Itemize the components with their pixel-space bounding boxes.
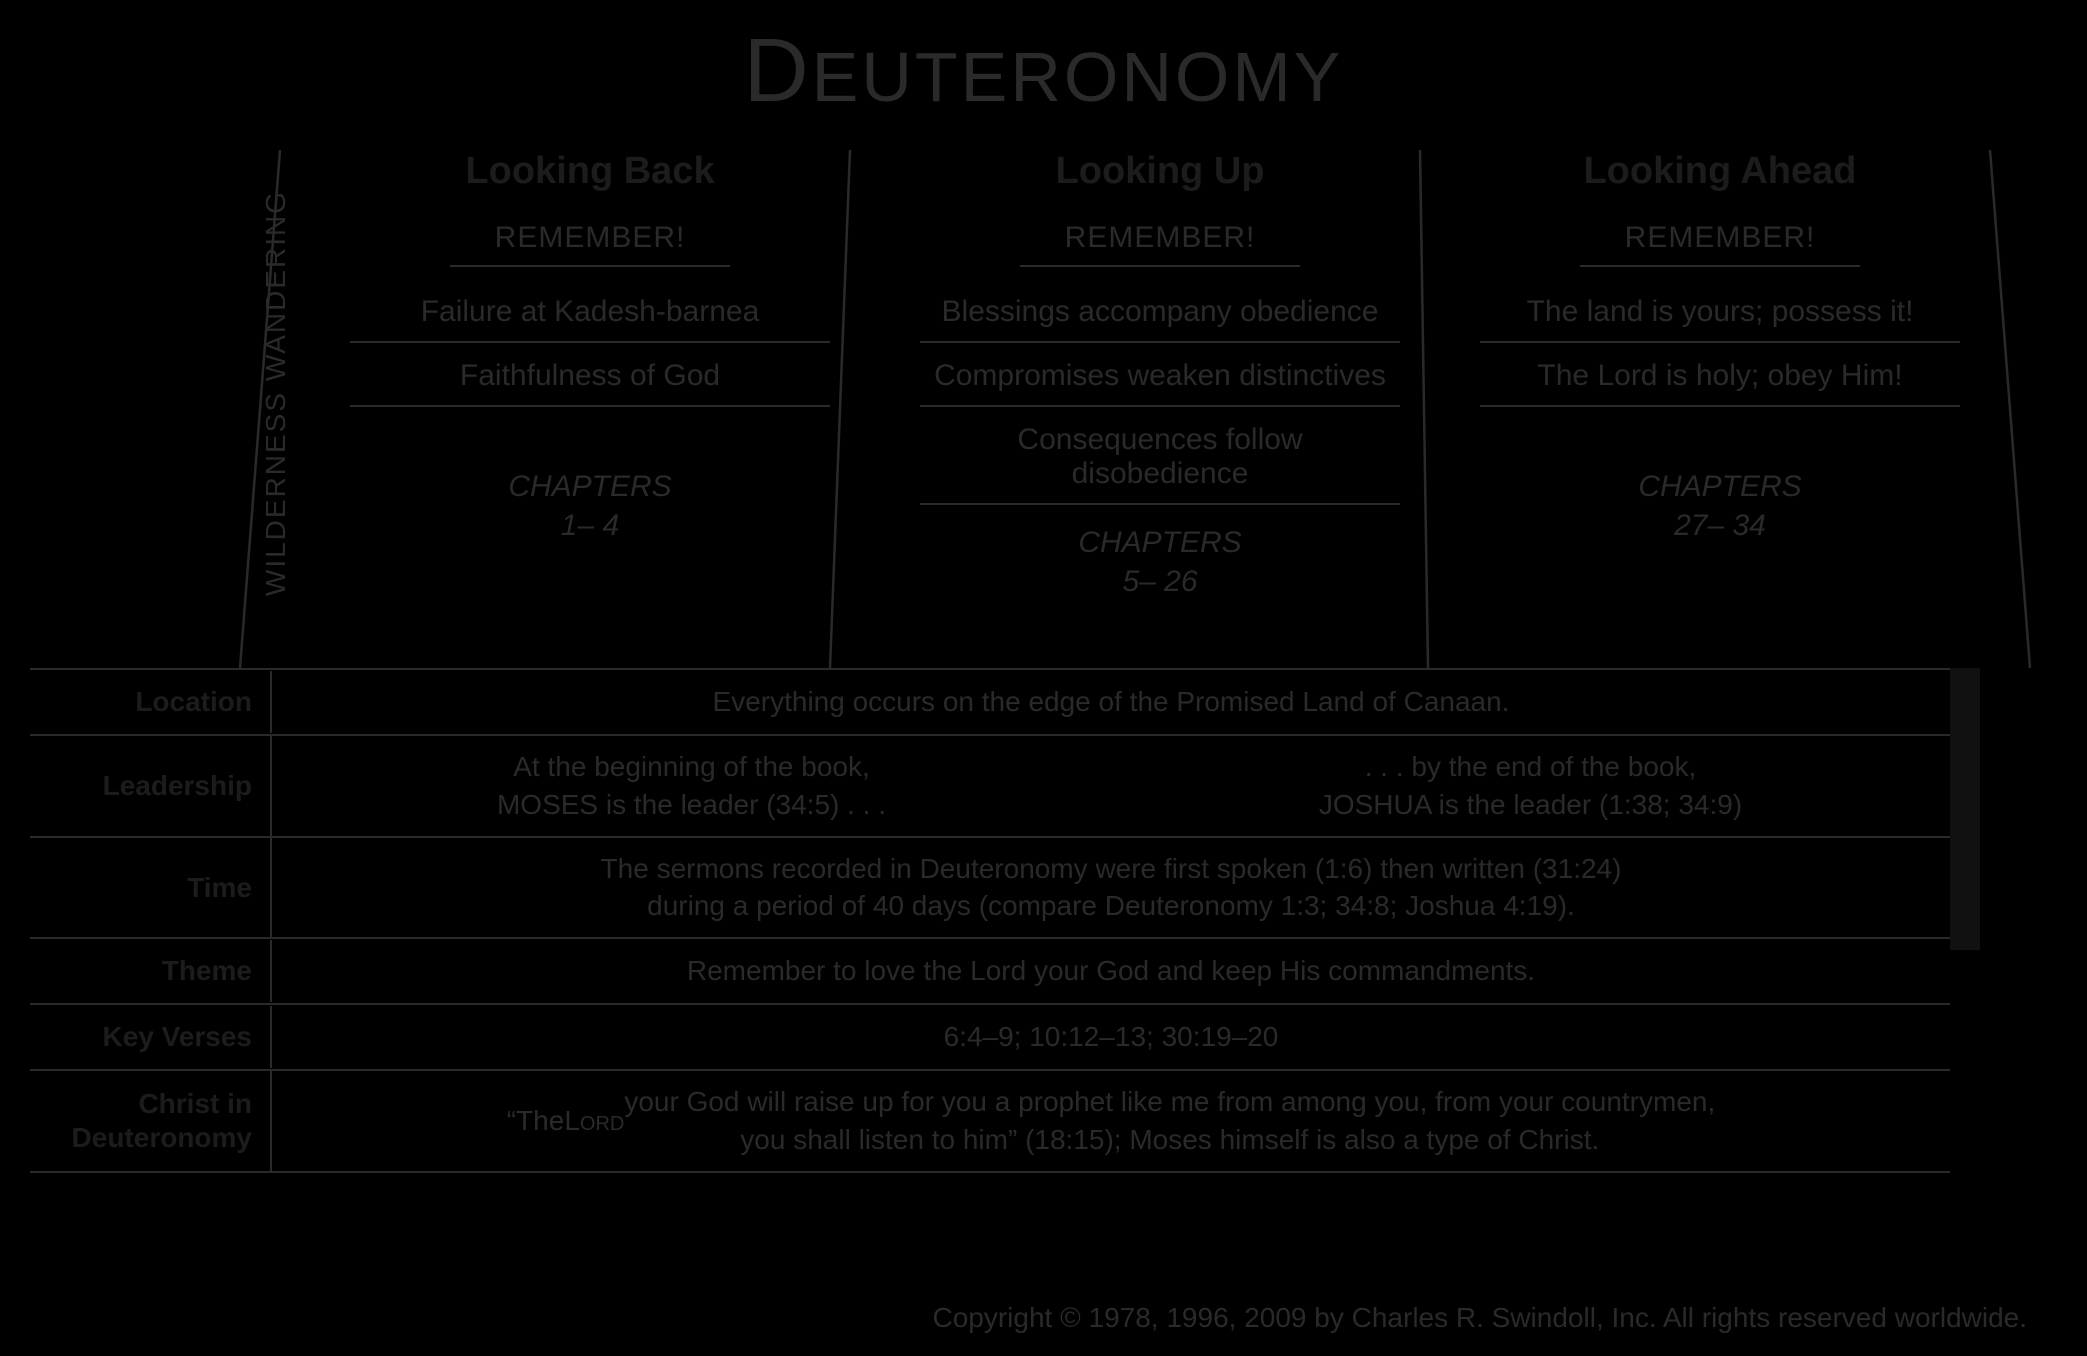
row-key-verses: Key Verses 6:4–9; 10:12–13; 30:19–20 [30,1005,1950,1071]
row-label: Key Verses [30,1020,270,1054]
chapters: CHAPTERS27– 34 [1460,467,1980,545]
column-head: Looking Up [900,150,1420,193]
lower-table: Location Everything occurs on the edge o… [30,668,1950,1173]
remember-label: REMEMBER! [1580,221,1860,267]
copyright: Copyright © 1978, 1996, 2009 by Charles … [932,1302,2027,1334]
column-looking-ahead: Looking Ahead REMEMBER! The land is your… [1460,150,1980,545]
row-label: Leadership [30,769,270,803]
column-looking-back: Looking Back REMEMBER! Failure at Kadesh… [330,150,850,545]
right-shadow [1950,668,1980,950]
column-looking-up: Looking Up REMEMBER! Blessings accompany… [900,150,1420,601]
row-label: Time [30,871,270,905]
row-content: Remember to love the Lord your God and k… [270,940,1950,1002]
point: The land is yours; possess it! [1480,285,1960,343]
leadership-begin: At the beginning of the book,MOSES is th… [272,736,1111,836]
point: Faithfulness of God [350,349,830,407]
chapters: CHAPTERS1– 4 [330,467,850,545]
point: The Lord is holy; obey Him! [1480,349,1960,407]
row-content: “The Lord your God will raise up for you… [270,1071,1950,1171]
row-leadership: Leadership At the beginning of the book,… [30,736,1950,838]
row-label: Theme [30,954,270,988]
column-head: Looking Back [330,150,850,193]
row-label: Christ inDeuteronomy [30,1087,270,1154]
row-content: 6:4–9; 10:12–13; 30:19–20 [270,1006,1950,1068]
point: Blessings accompany obedience [920,285,1400,343]
remember-label: REMEMBER! [1020,221,1300,267]
row-location: Location Everything occurs on the edge o… [30,670,1950,736]
row-content: At the beginning of the book,MOSES is th… [270,736,1950,836]
leadership-end: . . . by the end of the book,JOSHUA is t… [1111,736,1950,836]
point: Failure at Kadesh-barnea [350,285,830,343]
point: Compromises weaken distinctives [920,349,1400,407]
vertical-label: WILDERNESS WANDERING [260,0,292,190]
point: Consequences follow disobedience [920,413,1400,505]
row-label: Location [30,685,270,719]
page-title: DEUTERONOMY [0,20,2087,123]
chapters: CHAPTERS5– 26 [900,523,1420,601]
column-head: Looking Ahead [1460,150,1980,193]
remember-label: REMEMBER! [450,221,730,267]
row-theme: Theme Remember to love the Lord your God… [30,939,1950,1005]
upper-panel: WILDERNESS WANDERING Looking Back REMEMB… [30,150,2050,670]
row-christ: Christ inDeuteronomy “The Lord your God … [30,1071,1950,1173]
row-content: The sermons recorded in Deuteronomy were… [270,838,1950,938]
row-time: Time The sermons recorded in Deuteronomy… [30,838,1950,940]
row-content: Everything occurs on the edge of the Pro… [270,671,1950,733]
